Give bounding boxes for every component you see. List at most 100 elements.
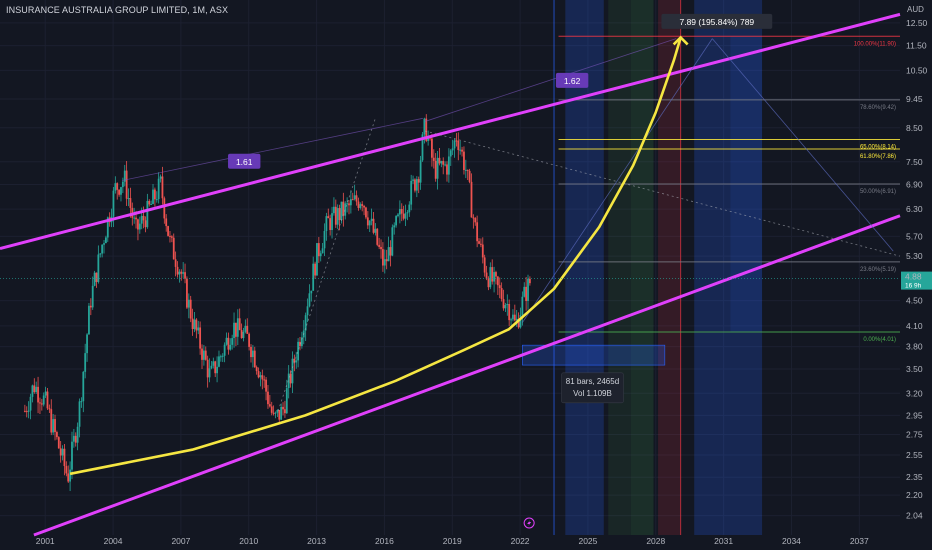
candle-body — [229, 344, 232, 350]
candle-body — [495, 272, 497, 277]
candlestick-series — [23, 114, 531, 492]
candle-body — [246, 325, 249, 334]
candle-body — [112, 190, 115, 217]
x-tick-label: 2019 — [443, 536, 462, 546]
candle-body — [521, 296, 524, 315]
candle-body — [54, 419, 56, 433]
candle-body — [374, 228, 377, 233]
candle-body — [340, 201, 343, 221]
candle-body — [406, 212, 409, 214]
candle-body — [282, 406, 284, 410]
candle-body — [142, 215, 145, 221]
candle-body — [176, 266, 179, 275]
candle-body — [76, 426, 79, 443]
candle-body — [89, 305, 92, 308]
candle-body — [251, 350, 254, 358]
candle-body — [444, 164, 447, 166]
fib-level-label: 23.60%(5.19) — [860, 267, 896, 273]
candle-body — [319, 253, 322, 257]
candle-body — [216, 366, 218, 374]
candle-body — [498, 285, 501, 289]
candle-body — [144, 220, 147, 228]
candle-body — [415, 179, 418, 191]
last-price-value: 4.88 — [905, 272, 922, 282]
fib-extension-line — [122, 117, 423, 181]
candle-body — [148, 200, 151, 205]
candle-body — [481, 244, 484, 258]
candle-body — [95, 272, 98, 282]
candle-body — [240, 330, 243, 339]
x-tick-label: 2022 — [511, 536, 530, 546]
candle-body — [414, 179, 416, 191]
candle-body — [121, 181, 124, 188]
candle-body — [425, 118, 428, 141]
candle-body — [268, 404, 271, 407]
candle-body — [404, 213, 407, 219]
candle-body — [346, 203, 349, 205]
lightning-icon — [523, 517, 535, 529]
candle-body — [502, 299, 505, 309]
x-tick-label: 2010 — [239, 536, 258, 546]
candle-body — [80, 401, 83, 403]
candle-body — [74, 435, 77, 443]
chart-title: INSURANCE AUSTRALIA GROUP LIMITED, 1M, A… — [6, 5, 229, 15]
ratio-label-162: 1.62 — [564, 76, 581, 86]
candle-body — [504, 305, 507, 309]
x-tick-label: 2034 — [782, 536, 801, 546]
candle-body — [35, 386, 38, 393]
fib-level-label: 50.00%(6.91) — [860, 189, 896, 195]
y-tick-label: 12.50 — [906, 18, 928, 28]
candle-body — [463, 151, 465, 170]
candle-body — [359, 204, 362, 208]
channel-lower-line — [33, 214, 901, 537]
candle-body — [238, 318, 241, 331]
fibonacci-levels: 100.00%(11.90) 78.60%(9.42) 65.00%(8.14) 61… — [558, 35, 900, 343]
candle-body — [163, 198, 166, 219]
candle-body — [370, 218, 373, 221]
candle-body — [487, 278, 490, 288]
candle-body — [127, 198, 130, 200]
candle-body — [380, 246, 382, 250]
candle-body — [210, 365, 213, 369]
candle-body — [172, 237, 175, 260]
candle-body — [376, 228, 379, 245]
candle-body — [186, 278, 188, 308]
x-tick-label: 2028 — [646, 536, 665, 546]
candle-body — [353, 195, 356, 200]
candle-body — [225, 337, 228, 345]
guide-line — [425, 130, 901, 257]
candle-body — [170, 236, 173, 238]
y-tick-label: 2.55 — [906, 450, 923, 460]
candle-body — [365, 207, 367, 218]
candle-body — [167, 226, 169, 236]
y-tick-label: 9.45 — [906, 94, 923, 104]
candle-body — [140, 215, 143, 224]
candle-body — [105, 237, 107, 244]
candle-body — [161, 176, 164, 199]
candle-body — [400, 209, 403, 214]
candle-body — [218, 356, 220, 367]
candle-body — [496, 276, 499, 286]
candle-body — [103, 243, 105, 245]
candle-body — [84, 353, 87, 372]
candle-body — [195, 319, 198, 331]
candle-body — [300, 337, 303, 347]
candle-body — [317, 243, 320, 257]
candle-body — [39, 402, 41, 404]
candle-body — [97, 254, 100, 282]
candle-body — [397, 214, 399, 217]
candle-body — [61, 448, 64, 456]
candle-body — [385, 259, 388, 262]
candle-body — [312, 263, 315, 291]
y-tick-label: 7.50 — [906, 157, 923, 167]
y-tick-label: 5.30 — [906, 251, 923, 261]
candle-body — [82, 371, 85, 402]
lightning-bolt — [527, 520, 532, 526]
candle-body — [329, 218, 332, 230]
candle-body — [478, 241, 480, 244]
candle-body — [67, 473, 70, 482]
candle-body — [308, 293, 311, 307]
candle-body — [389, 247, 392, 256]
